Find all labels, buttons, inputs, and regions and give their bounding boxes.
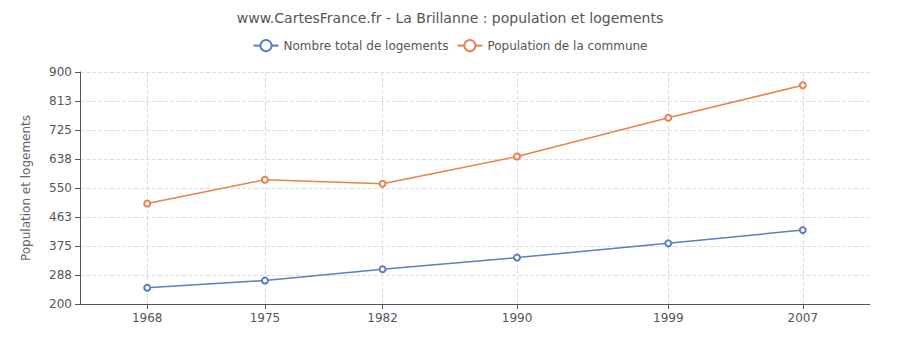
svg-text:725: 725 [49, 123, 72, 137]
svg-text:1990: 1990 [502, 311, 533, 325]
svg-text:2007: 2007 [787, 311, 818, 325]
svg-text:375: 375 [49, 239, 72, 253]
svg-text:Population de la commune: Population de la commune [487, 39, 647, 53]
svg-text:www.CartesFrance.fr - La Brill: www.CartesFrance.fr - La Brillanne : pop… [237, 10, 663, 26]
svg-text:813: 813 [49, 94, 72, 108]
svg-text:638: 638 [49, 152, 72, 166]
svg-text:200: 200 [49, 297, 72, 311]
svg-text:900: 900 [49, 65, 72, 79]
svg-text:1999: 1999 [653, 311, 684, 325]
svg-text:288: 288 [49, 268, 72, 282]
svg-text:Nombre total de logements: Nombre total de logements [284, 39, 449, 53]
svg-text:1968: 1968 [132, 311, 163, 325]
svg-text:550: 550 [49, 181, 72, 195]
svg-text:1975: 1975 [250, 311, 281, 325]
svg-text:Population et logements: Population et logements [19, 115, 33, 261]
svg-text:463: 463 [49, 210, 72, 224]
svg-text:1982: 1982 [367, 311, 398, 325]
